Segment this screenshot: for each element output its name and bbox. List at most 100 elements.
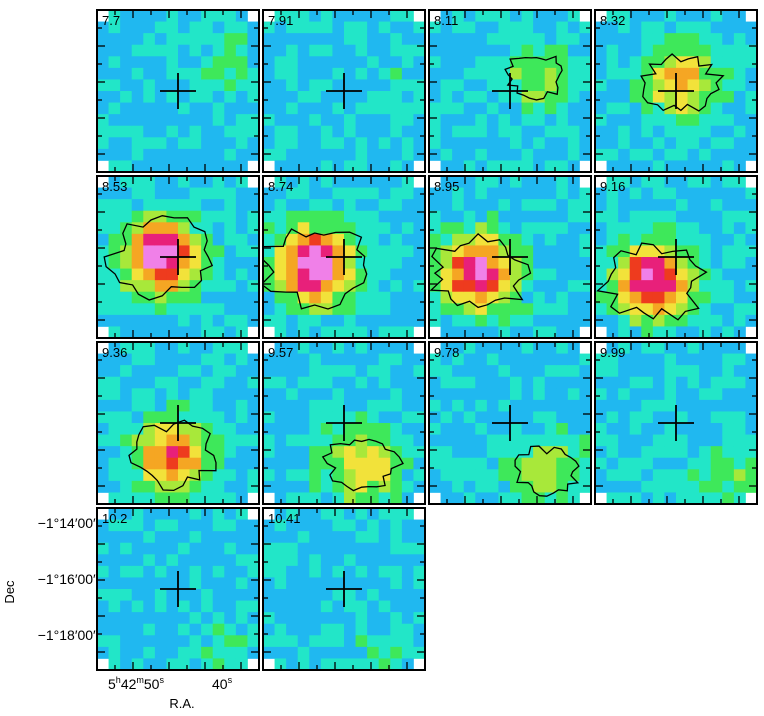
map-cell — [154, 353, 167, 366]
map-cell — [189, 434, 202, 447]
map-cell — [664, 314, 677, 327]
map-cell — [510, 148, 522, 161]
map-cell — [286, 469, 299, 482]
map-cell — [521, 365, 534, 378]
map-cell — [652, 326, 665, 338]
intensity-map — [97, 176, 259, 338]
map-cell — [390, 33, 403, 46]
map-cell — [475, 480, 488, 493]
map-cell — [131, 542, 144, 555]
map-cell — [486, 233, 499, 246]
map-cell — [463, 280, 476, 293]
map-cell — [286, 33, 299, 46]
map-cell — [579, 199, 591, 212]
panel-ticks — [263, 342, 425, 504]
map-cell — [498, 245, 511, 258]
map-cell — [131, 67, 144, 80]
map-cell — [475, 160, 488, 172]
map-cell — [97, 577, 109, 590]
map-cell — [355, 79, 368, 92]
map-cell — [332, 222, 345, 235]
map-cell — [687, 222, 700, 235]
map-cell — [355, 44, 368, 57]
map-cell — [189, 646, 202, 659]
map-cell — [212, 33, 225, 46]
velocity-label: 8.95 — [434, 179, 459, 194]
map-cell — [320, 342, 333, 354]
map-cell — [401, 187, 414, 200]
map-cell — [463, 446, 476, 459]
map-cell — [733, 33, 746, 46]
y-tick-label: −1°14′00″ — [38, 515, 98, 531]
map-cell — [618, 199, 631, 212]
map-cell — [440, 67, 453, 80]
map-cell — [533, 280, 546, 293]
map-cell — [166, 56, 179, 69]
map-cell — [452, 233, 465, 246]
map-cell — [475, 388, 488, 401]
map-cell — [745, 56, 757, 69]
map-cell — [166, 291, 179, 304]
map-cell — [378, 21, 391, 34]
map-cell — [486, 67, 499, 80]
map-cell — [201, 531, 214, 544]
map-cell — [533, 423, 546, 435]
x-axis-labels: 5h42m50s 40s R.A. — [108, 675, 233, 711]
map-cell — [401, 446, 414, 459]
map-cell — [595, 303, 607, 316]
map-cell — [367, 160, 380, 172]
map-cell — [498, 114, 511, 127]
map-cell — [429, 102, 441, 115]
map-cell — [463, 187, 476, 200]
map-cell — [332, 589, 345, 601]
map-cell — [224, 21, 237, 34]
map-cell — [486, 257, 499, 269]
map-cell — [224, 10, 237, 22]
map-cell — [189, 10, 202, 22]
map-cell — [178, 210, 190, 223]
map-cell — [212, 577, 225, 590]
map-cell — [201, 257, 214, 269]
map-cell — [629, 365, 642, 378]
map-cell — [320, 531, 333, 544]
map-cell — [676, 314, 688, 327]
map-cell — [606, 388, 619, 401]
map-cell — [332, 342, 345, 354]
map-cell — [143, 531, 156, 544]
map-cell — [309, 114, 322, 127]
map-cell — [440, 160, 453, 172]
map-cell — [429, 303, 441, 316]
map-cell — [687, 56, 700, 69]
map-cell — [286, 160, 299, 172]
map-cell — [131, 199, 144, 212]
map-cell — [224, 376, 237, 389]
center-cross-icon — [326, 571, 362, 607]
map-cell — [533, 314, 546, 327]
map-cell — [606, 342, 619, 354]
map-cell — [97, 388, 109, 401]
map-cell — [143, 635, 156, 648]
map-cell — [178, 423, 190, 435]
map-cell — [722, 210, 735, 223]
map-cell — [120, 353, 133, 366]
map-cell — [212, 600, 225, 613]
map-cell — [309, 314, 322, 327]
map-cell — [297, 446, 310, 459]
map-cell — [286, 102, 299, 115]
map-cell — [463, 33, 476, 46]
map-cell — [108, 658, 121, 670]
map-cell — [166, 326, 179, 338]
map-cell — [521, 257, 534, 269]
map-cell — [97, 623, 109, 636]
map-cell — [166, 388, 179, 401]
map-cell — [429, 423, 441, 435]
map-cell — [521, 411, 534, 424]
map-cell — [235, 411, 248, 424]
map-cell — [475, 44, 488, 57]
map-cell — [521, 21, 534, 34]
map-cell — [120, 365, 133, 378]
map-cell — [154, 280, 167, 293]
map-cell — [618, 446, 631, 459]
map-cell — [355, 176, 368, 188]
map-cell — [201, 577, 214, 590]
